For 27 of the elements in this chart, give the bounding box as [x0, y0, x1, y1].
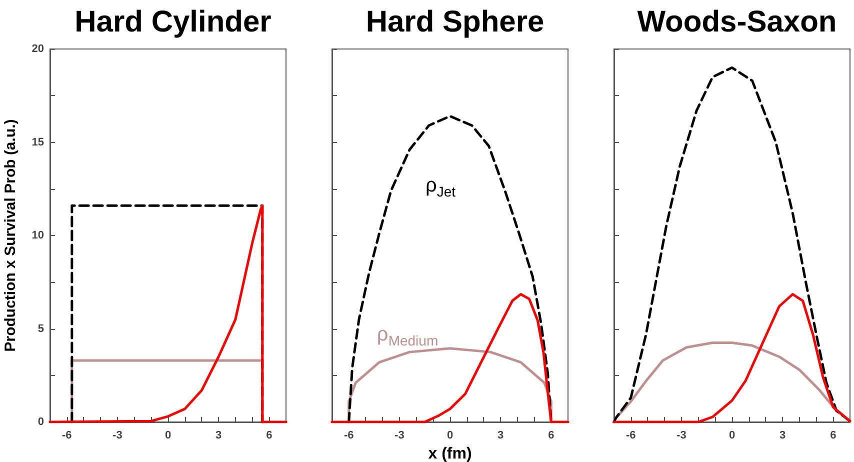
x-tick-label: -6 — [626, 430, 636, 442]
x-tick-label: 3 — [780, 430, 786, 442]
y-tick-label: 15 — [32, 136, 44, 148]
annotation: ρ$_{Jet}$ — [426, 174, 456, 200]
x-tick-label: 0 — [164, 430, 172, 442]
x-tick-label: 3 — [216, 430, 222, 442]
y-tick-label: 5 — [38, 322, 44, 335]
y-tick-label: 0 — [38, 416, 44, 428]
chart-title: Hard Cylinder — [74, 6, 272, 38]
x-tick-label: 0 — [728, 430, 736, 442]
annotation: ρ$_{Medium}$ — [376, 324, 438, 349]
x-tick-label: -3 — [394, 430, 404, 442]
chart-title: Hard Sphere — [366, 6, 544, 38]
x-tick-label: -3 — [676, 430, 686, 442]
x-axis-title: x (fm) — [428, 445, 472, 462]
x-tick-label: 6 — [548, 430, 554, 442]
chart-title: Woods-Saxon — [637, 6, 837, 38]
x-tick-label: 3 — [498, 430, 504, 442]
y-axis-title: Production x Survival Prob (a.u.) — [2, 119, 19, 352]
x-tick-label: -6 — [62, 430, 72, 442]
x-tick-label: -3 — [112, 430, 122, 442]
x-tick-label: 0 — [446, 430, 454, 442]
y-tick-label: 20 — [32, 43, 44, 55]
x-tick-label: 6 — [266, 430, 272, 442]
x-tick-label: 6 — [830, 430, 836, 442]
y-tick-label: 10 — [32, 230, 44, 242]
x-tick-label: -6 — [344, 430, 354, 442]
